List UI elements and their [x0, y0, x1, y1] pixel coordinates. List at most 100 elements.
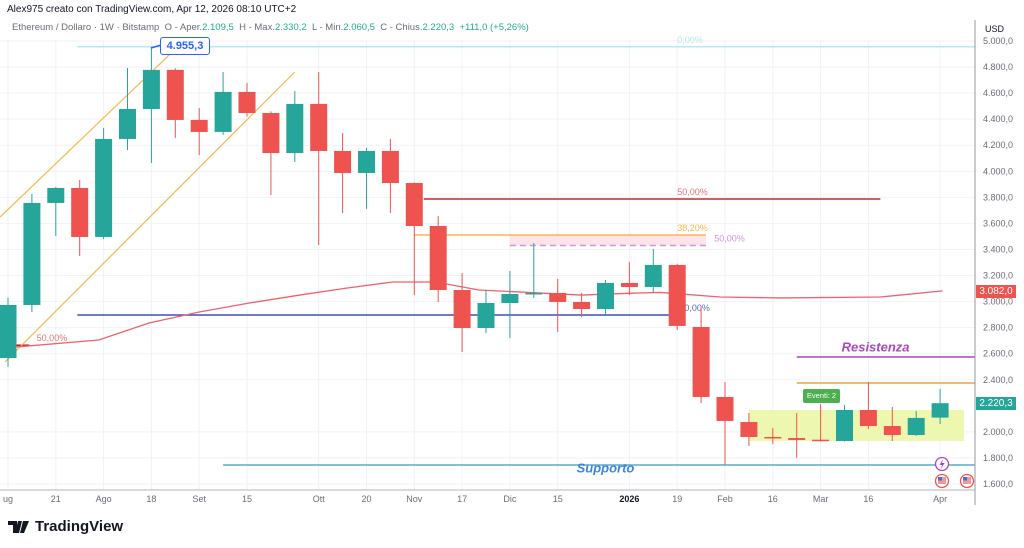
y-tick-label: 4.200,0: [983, 140, 1013, 150]
candle-body: [883, 426, 901, 436]
low-value: 2.060,5: [343, 22, 375, 33]
x-tick-label: 21: [51, 494, 61, 504]
candle-body: [453, 289, 471, 329]
low-label: L - Min.: [311, 22, 344, 33]
high-price-callout[interactable]: 4.955,3: [160, 37, 210, 55]
y-tick-label: 3.800,0: [983, 192, 1013, 202]
candle-body: [597, 282, 614, 310]
x-tick-label: 17: [457, 494, 467, 504]
level-label: 50,00%: [37, 333, 68, 343]
y-tick-label: 4.000,0: [983, 166, 1013, 176]
high-label: H - Max.: [239, 22, 275, 33]
annotation-label: Resistenza: [842, 340, 910, 355]
range-zone: [748, 409, 964, 442]
candle-body: [71, 187, 89, 237]
candle-body: [286, 103, 304, 154]
last-price-badge: 2.220,3: [976, 397, 1016, 410]
symbol-legend: Ethereum / Dollaro · 1W · Bitstamp O - A…: [12, 22, 529, 33]
x-tick-label: 16: [768, 494, 778, 504]
x-tick-label: 15: [242, 494, 252, 504]
annotation-label: Supporto: [577, 460, 635, 475]
level-label: 0,00%: [684, 303, 710, 313]
ma-price-badge: 3.082,0: [976, 285, 1016, 298]
y-tick-label: 4.400,0: [983, 114, 1013, 124]
lightning-icon-glyph: [939, 459, 945, 469]
x-tick-label: Dic: [503, 494, 516, 504]
candle-body: [716, 396, 734, 421]
y-tick-label: 2.800,0: [983, 323, 1013, 333]
candle-body: [549, 292, 567, 302]
candle-body: [477, 303, 495, 329]
candle-body: [47, 187, 65, 203]
open-value: 2.109,5: [202, 22, 234, 33]
x-tick-label: 19: [672, 494, 682, 504]
channel-line: [4, 71, 296, 363]
us-flag-canton: [938, 477, 942, 481]
events-marker[interactable]: Eventi: 2: [803, 389, 840, 403]
y-tick-label: 3.000,0: [983, 297, 1013, 307]
x-tick-label: Feb: [717, 494, 733, 504]
y-tick-label: 3.400,0: [983, 244, 1013, 254]
candle-body: [405, 183, 423, 227]
x-tick-label: ug: [3, 494, 13, 504]
level-label: 50,00%: [714, 234, 745, 244]
candle-body: [907, 417, 925, 436]
candle-body: [166, 69, 184, 120]
candle-body: [238, 91, 256, 114]
candle-body: [334, 150, 352, 173]
open-label: O - Aper.: [164, 22, 203, 33]
tradingview-brand: TradingView: [35, 518, 124, 535]
close-value: 2.220,3: [422, 22, 455, 33]
candle-body: [381, 150, 399, 184]
level-label: 38,20%: [677, 223, 708, 233]
tradingview-logo[interactable]: TradingView: [8, 518, 123, 535]
candle-body: [931, 403, 949, 418]
x-tick-label: 2026: [619, 494, 639, 504]
y-tick-label: 5.000,0: [983, 36, 1013, 46]
x-tick-label: Ago: [96, 494, 112, 504]
candle-body: [740, 421, 758, 437]
x-tick-label: 15: [553, 494, 563, 504]
x-tick-label: 18: [146, 494, 156, 504]
candle-body: [119, 108, 136, 139]
candle-body: [859, 409, 877, 427]
candle-body: [429, 226, 447, 290]
x-tick-label: Set: [192, 494, 206, 504]
x-tick-label: Ott: [313, 494, 326, 504]
candle-body: [214, 91, 232, 132]
high-value: 2.330,2: [274, 22, 307, 33]
candle-body: [573, 301, 591, 310]
y-tick-label: 1.800,0: [983, 453, 1013, 463]
y-tick-label: 3.600,0: [983, 218, 1013, 228]
x-tick-label: Nov: [406, 494, 423, 504]
change-value: +111,0 (+5,26%): [459, 22, 529, 33]
candle-body: [95, 138, 113, 237]
y-tick-label: 2.600,0: [983, 349, 1013, 359]
candle-body: [644, 264, 662, 287]
candle-body: [262, 113, 280, 154]
level-label: 0,00%: [677, 35, 703, 45]
currency-label: USD: [985, 24, 1005, 34]
y-tick-label: 1.600,0: [983, 479, 1013, 489]
x-tick-label: Apr: [933, 494, 947, 504]
chart-attribution: Alex975 creato con TradingView.com, Apr …: [7, 4, 297, 15]
y-tick-label: 4.800,0: [983, 62, 1013, 72]
callout-pointer: [150, 44, 162, 49]
tradingview-logo-icon: [8, 520, 29, 533]
candle-body: [0, 304, 17, 358]
candle-body: [812, 439, 830, 442]
candle-body: [310, 103, 328, 151]
level-label: 50,00%: [677, 187, 708, 197]
candle-body: [788, 438, 806, 440]
candle-body: [764, 436, 782, 439]
fib-zone: [509, 234, 706, 246]
x-tick-label: 16: [863, 494, 873, 504]
candle-body: [525, 292, 543, 295]
candle-body: [668, 264, 686, 326]
y-tick-label: 3.200,0: [983, 271, 1013, 281]
candle-body: [142, 69, 160, 109]
symbol-name[interactable]: Ethereum / Dollaro · 1W · Bitstamp: [12, 22, 160, 33]
candle-body: [836, 409, 853, 442]
candle-body: [358, 150, 375, 173]
